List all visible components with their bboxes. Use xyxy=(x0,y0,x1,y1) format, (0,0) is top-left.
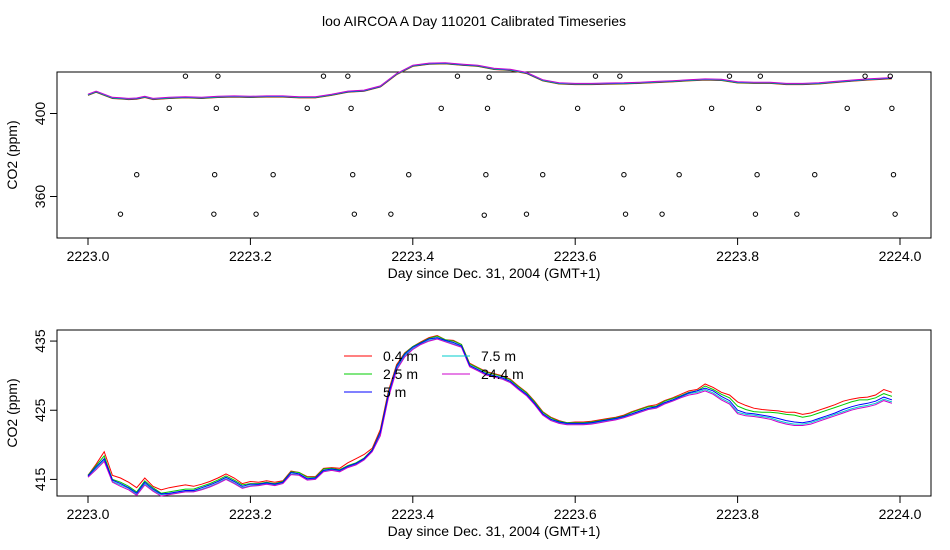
data-point xyxy=(211,172,218,178)
data-point xyxy=(345,73,351,79)
legend-label: 2.5 m xyxy=(383,366,418,382)
data-point xyxy=(182,73,189,79)
series-line xyxy=(87,334,893,491)
data-point xyxy=(757,73,764,79)
data-point xyxy=(752,211,759,217)
series-line xyxy=(87,62,892,99)
x-tick-label: 2223.4 xyxy=(391,248,434,264)
top-panel: 2223.0 2223.2 2223.4 2223.6 2223.8 2224.0 360 4… xyxy=(4,62,932,281)
y-axis-label: CO2 (ppm) xyxy=(4,378,20,447)
data-point xyxy=(484,105,491,112)
data-point xyxy=(438,105,444,112)
data-point xyxy=(754,172,760,178)
legend: 0.4 m 2.5 m 5 m 7.5 m 24.4 m xyxy=(344,348,524,400)
y-tick-label: 400 xyxy=(32,102,48,126)
data-point xyxy=(270,172,276,178)
data-point xyxy=(215,73,221,79)
x-tick-label: 2223.2 xyxy=(229,506,272,522)
data-point xyxy=(862,73,868,79)
data-point xyxy=(726,73,733,79)
x-tick-label: 2223.8 xyxy=(716,248,759,264)
x-tick-label: 2223.8 xyxy=(716,506,759,522)
series-line xyxy=(87,337,893,495)
data-point xyxy=(348,105,354,112)
data-point xyxy=(320,73,327,79)
data-point xyxy=(540,172,546,178)
data-point xyxy=(117,211,124,217)
legend-label: 24.4 m xyxy=(481,366,524,382)
x-tick-label: 2224.0 xyxy=(879,248,922,264)
x-tick-label: 2223.2 xyxy=(229,248,272,264)
plot-frame xyxy=(56,329,932,497)
series-line xyxy=(87,338,893,497)
data-point xyxy=(454,73,461,79)
legend-label: 0.4 m xyxy=(383,348,418,364)
y-tick-label: 425 xyxy=(32,398,48,422)
x-tick-label: 2224.0 xyxy=(879,506,922,522)
x-tick-label: 2223.0 xyxy=(67,248,110,264)
data-point xyxy=(890,172,897,178)
data-point xyxy=(756,105,762,112)
data-point xyxy=(708,105,715,112)
data-point xyxy=(574,105,581,112)
data-point xyxy=(812,172,818,178)
y-axis-label: CO2 (ppm) xyxy=(4,120,20,189)
data-point xyxy=(892,211,898,217)
data-point xyxy=(794,211,800,217)
data-point xyxy=(486,74,492,80)
x-tick-label: 2223.4 xyxy=(391,506,434,522)
x-tick-label: 2223.6 xyxy=(554,248,597,264)
data-point xyxy=(523,211,530,217)
data-point xyxy=(622,211,629,217)
data-point xyxy=(844,105,850,112)
data-point xyxy=(592,73,599,79)
series-line xyxy=(87,63,892,101)
data-point xyxy=(350,172,356,178)
data-point xyxy=(406,172,412,178)
data-point xyxy=(621,172,627,178)
x-tick-label: 2223.6 xyxy=(554,506,597,522)
data-point xyxy=(304,105,310,112)
data-point xyxy=(481,212,487,218)
data-point xyxy=(483,172,489,178)
series-line xyxy=(87,335,893,494)
data-point xyxy=(659,211,665,217)
data-point xyxy=(211,211,217,217)
data-point xyxy=(166,105,172,112)
data-point xyxy=(213,105,219,112)
plot-frame xyxy=(56,71,932,239)
data-point xyxy=(388,211,394,217)
y-tick-label: 415 xyxy=(32,468,48,492)
data-point xyxy=(676,172,682,178)
data-point xyxy=(887,73,893,79)
bottom-panel: 2223.0 2223.2 2223.4 2223.6 2223.8 2224.0 415 4… xyxy=(4,329,932,539)
legend-label: 5 m xyxy=(383,384,406,400)
y-tick-label: 435 xyxy=(32,329,48,353)
data-point xyxy=(351,211,358,217)
legend-label: 7.5 m xyxy=(481,348,516,364)
data-point xyxy=(617,73,623,79)
x-tick-label: 2223.0 xyxy=(67,506,110,522)
x-axis-label: Day since Dec. 31, 2004 (GMT+1) xyxy=(388,523,601,539)
y-tick-label: 360 xyxy=(32,185,48,209)
series-line xyxy=(87,337,893,496)
figure-title: loo AIRCOA A Day 110201 Calibrated Times… xyxy=(322,13,626,29)
data-point xyxy=(619,105,625,112)
data-point xyxy=(134,172,140,178)
data-point xyxy=(889,105,895,112)
x-axis-label: Day since Dec. 31, 2004 (GMT+1) xyxy=(388,265,601,281)
data-point xyxy=(253,211,259,217)
